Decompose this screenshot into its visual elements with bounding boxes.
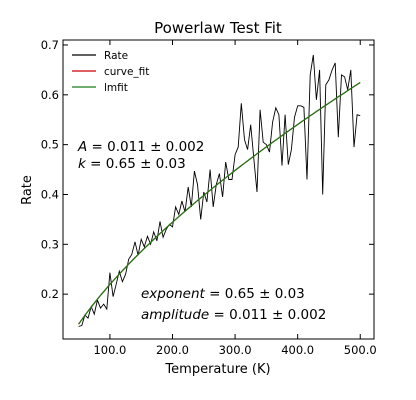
annotation-value: = 0.65 ± 0.03	[205, 286, 305, 302]
annotation-value: = 0.011 ± 0.002	[87, 139, 204, 155]
legend-label: lmfit	[104, 82, 128, 94]
annotation-value: = 0.65 ± 0.03	[86, 156, 186, 172]
chart-title: Powerlaw Test Fit	[154, 19, 282, 37]
plot-frame	[62, 39, 375, 340]
y-axis-label: Rate	[20, 175, 35, 205]
y-tick-label: 0.6	[41, 88, 59, 102]
series-rate-line	[78, 54, 361, 327]
annotation-value: = 0.011 ± 0.002	[209, 307, 326, 323]
legend-label: curve_fit	[104, 66, 149, 78]
y-tick-label: 0.7	[41, 38, 59, 52]
x-tick-label: 300.0	[219, 343, 252, 357]
x-tick-label: 500.0	[344, 343, 377, 357]
y-tick-label: 0.3	[41, 237, 59, 251]
x-tick-label: 100.0	[93, 343, 126, 357]
x-tick-label: 200.0	[156, 343, 189, 357]
y-tick-label: 0.5	[41, 138, 59, 152]
fit-annotation: exponent = 0.65 ± 0.03	[141, 286, 305, 302]
legend-label: Rate	[104, 50, 128, 62]
fit-annotation: k = 0.65 ± 0.03	[78, 156, 186, 172]
fit-annotation: amplitude = 0.011 ± 0.002	[141, 307, 326, 323]
y-tick-label: 0.2	[41, 287, 59, 301]
annotation-symbol: A	[77, 139, 87, 155]
annotation-symbol: k	[78, 156, 87, 172]
annotation-symbol: exponent	[141, 286, 206, 302]
y-tick-label: 0.4	[41, 187, 59, 201]
fit-annotation: A = 0.011 ± 0.002	[77, 139, 204, 155]
x-axis-label: Temperature (K)	[164, 362, 270, 377]
annotation-symbol: amplitude	[141, 307, 209, 323]
series-lmfit-line	[78, 81, 361, 325]
x-tick-label: 400.0	[281, 343, 314, 357]
plot-area: 100.0 200.0 300.0 400.0 500.0 0.2 0.3 0.4 0.5 0.6…	[41, 38, 377, 357]
